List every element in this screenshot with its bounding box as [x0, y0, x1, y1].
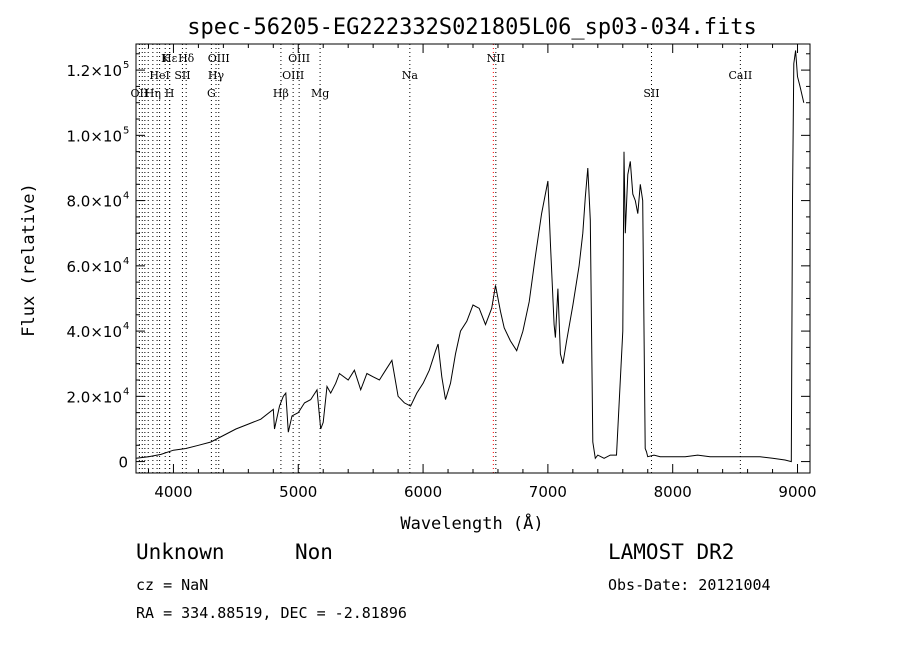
spectral-line-label: G: [207, 87, 216, 100]
y-tick-label: 4.0×10: [66, 323, 122, 341]
y-tick-exponent: 4: [123, 386, 129, 397]
spectral-line-label: SII: [643, 87, 659, 100]
x-tick-label: 7000: [529, 483, 567, 501]
y-tick-mantissa: 1.0×10: [66, 127, 122, 145]
coordinates-label: RA = 334.88519, DEC = -2.81896: [136, 604, 407, 622]
spectral-line-label: OIII: [208, 52, 230, 65]
spectral-subclass-label: Non: [295, 540, 333, 564]
x-tick-label: 8000: [654, 483, 692, 501]
spectral-line-label: Na: [402, 69, 419, 82]
spectral-class-label: Unknown: [136, 540, 225, 564]
y-tick-exponent: 4: [123, 256, 129, 267]
plot-frame: [135, 43, 811, 474]
spectral-line-label: Mg: [311, 87, 329, 100]
y-tick-mantissa: 4.0×10: [66, 323, 122, 341]
spectral-line-label: CaII: [729, 69, 753, 82]
chart-title: spec-56205-EG222332S021805L06_sp03-034.f…: [187, 15, 757, 40]
survey-label: LAMOST DR2: [608, 540, 735, 564]
y-tick-label: 2.0×10: [66, 388, 122, 406]
spectral-line-label: OIII: [282, 69, 304, 82]
spectral-line-label: OII: [131, 87, 149, 100]
y-tick-label: 8.0×10: [66, 193, 122, 211]
spectral-line-label: K: [161, 52, 170, 65]
y-tick-exponent: 5: [123, 125, 129, 136]
spectral-line-label: Hβ: [273, 87, 289, 100]
y-tick-label: 0: [118, 454, 128, 472]
y-tick-exponent: 4: [123, 321, 129, 332]
y-tick-mantissa: 8.0×10: [66, 193, 122, 211]
x-axis-title: Wavelength (Å): [400, 512, 543, 534]
spectral-line-label: Hε: [162, 52, 178, 65]
y-tick-exponent: 4: [123, 191, 129, 202]
spectral-line-label: Hγ: [208, 69, 225, 82]
y-tick-mantissa: 1.2×10: [66, 62, 122, 80]
x-tick-label: 5000: [279, 483, 317, 501]
spectral-line-label: H: [165, 87, 175, 100]
spectrum-line: [135, 50, 805, 463]
y-tick-exponent: 5: [123, 60, 129, 71]
y-tick-label: 6.0×10: [66, 258, 122, 276]
x-tick-label: 6000: [404, 483, 442, 501]
y-tick-label: 1.0×10: [66, 127, 122, 145]
x-tick-label: 9000: [778, 483, 816, 501]
spectral-line-label: NII: [487, 52, 505, 65]
x-tick-label: 4000: [154, 483, 192, 501]
spectral-line-label: Hδ: [178, 52, 195, 65]
obs-date-label: Obs-Date: 20121004: [608, 576, 771, 594]
y-tick-label: 1.2×10: [66, 62, 122, 80]
spectral-line-label: HeI: [149, 69, 169, 82]
spectral-line-label: Hη: [145, 87, 161, 100]
spectral-line-label: SII: [174, 69, 190, 82]
y-tick-mantissa: 0: [118, 454, 128, 472]
redshift-label: cz = NaN: [136, 576, 209, 594]
spectral-line-label: OIII: [288, 52, 310, 65]
y-tick-mantissa: 2.0×10: [66, 388, 122, 406]
y-axis-title: Flux (relative): [19, 183, 39, 337]
y-tick-mantissa: 6.0×10: [66, 258, 122, 276]
